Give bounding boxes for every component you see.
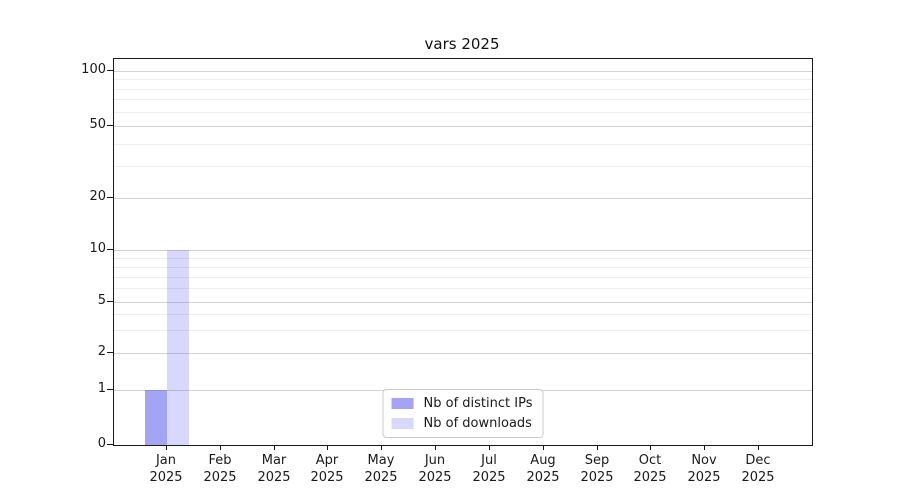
gridline-major-20	[114, 198, 812, 199]
x-tick-label-oct: Oct 2025	[633, 453, 667, 485]
bar-nb-of-downloads-jan-2025	[167, 250, 189, 445]
x-tick-jan	[166, 445, 167, 450]
y-tick-1	[107, 389, 113, 390]
y-tick-label-10: 10	[89, 241, 106, 256]
gridline-minor-9	[114, 258, 812, 259]
gridline-major-10	[114, 250, 812, 251]
gridline-minor-8	[114, 267, 812, 268]
y-tick-100	[107, 70, 113, 71]
legend-swatch-downloads	[391, 418, 414, 429]
gridline-minor-6	[114, 288, 812, 289]
gridline-minor-40	[114, 144, 812, 145]
gridline-major-2	[114, 353, 812, 354]
legend-swatch-distinct-ips	[391, 398, 414, 409]
x-tick-label-feb: Feb 2025	[203, 453, 237, 485]
x-tick-nov	[704, 445, 705, 450]
x-tick-apr	[327, 445, 328, 450]
legend-label-downloads: Nb of downloads	[423, 416, 532, 431]
y-tick-50	[107, 125, 113, 126]
x-tick-aug	[543, 445, 544, 450]
gridline-minor-90	[114, 79, 812, 80]
y-tick-5	[107, 301, 113, 302]
gridline-minor-30	[114, 166, 812, 167]
legend: Nb of distinct IPs Nb of downloads	[382, 389, 544, 438]
y-tick-label-20: 20	[89, 189, 106, 204]
x-tick-jun	[435, 445, 436, 450]
y-tick-label-1: 1	[97, 381, 106, 396]
bar-nb-of-distinct-ips-jan-2025	[145, 390, 167, 445]
gridline-minor-70	[114, 99, 812, 100]
x-tick-dec	[758, 445, 759, 450]
y-tick-0	[107, 444, 113, 445]
gridline-minor-4	[114, 314, 812, 315]
x-tick-label-apr: Apr 2025	[310, 453, 344, 485]
legend-entry-downloads: Nb of downloads	[391, 416, 533, 431]
x-tick-label-dec: Dec 2025	[741, 453, 775, 485]
x-tick-label-aug: Aug 2025	[526, 453, 560, 485]
gridline-major-100	[114, 71, 812, 72]
gridline-major-5	[114, 302, 812, 303]
legend-label-distinct-ips: Nb of distinct IPs	[423, 396, 533, 411]
gridline-minor-3	[114, 330, 812, 331]
x-tick-jul	[489, 445, 490, 450]
y-tick-label-2: 2	[97, 344, 106, 359]
x-tick-sep	[597, 445, 598, 450]
gridline-minor-80	[114, 89, 812, 90]
x-tick-label-may: May 2025	[364, 453, 398, 485]
x-tick-label-jul: Jul 2025	[472, 453, 506, 485]
gridline-minor-7	[114, 277, 812, 278]
y-tick-label-0: 0	[97, 436, 106, 451]
y-tick-20	[107, 197, 113, 198]
x-tick-label-nov: Nov 2025	[687, 453, 721, 485]
y-tick-label-100: 100	[81, 62, 106, 77]
plot-area: Nb of distinct IPs Nb of downloads	[113, 58, 813, 446]
x-tick-label-mar: Mar 2025	[257, 453, 291, 485]
x-tick-label-sep: Sep 2025	[580, 453, 614, 485]
x-tick-may	[381, 445, 382, 450]
x-tick-label-jan: Jan 2025	[149, 453, 183, 485]
gridline-major-50	[114, 126, 812, 127]
chart-title: vars 2025	[424, 35, 500, 53]
gridline-minor-60	[114, 112, 812, 113]
y-tick-label-50: 50	[89, 117, 106, 132]
y-tick-2	[107, 352, 113, 353]
x-tick-feb	[220, 445, 221, 450]
legend-entry-distinct-ips: Nb of distinct IPs	[391, 396, 533, 411]
x-tick-oct	[650, 445, 651, 450]
x-tick-label-jun: Jun 2025	[418, 453, 452, 485]
y-tick-10	[107, 249, 113, 250]
y-tick-label-5: 5	[97, 293, 106, 308]
x-tick-mar	[274, 445, 275, 450]
